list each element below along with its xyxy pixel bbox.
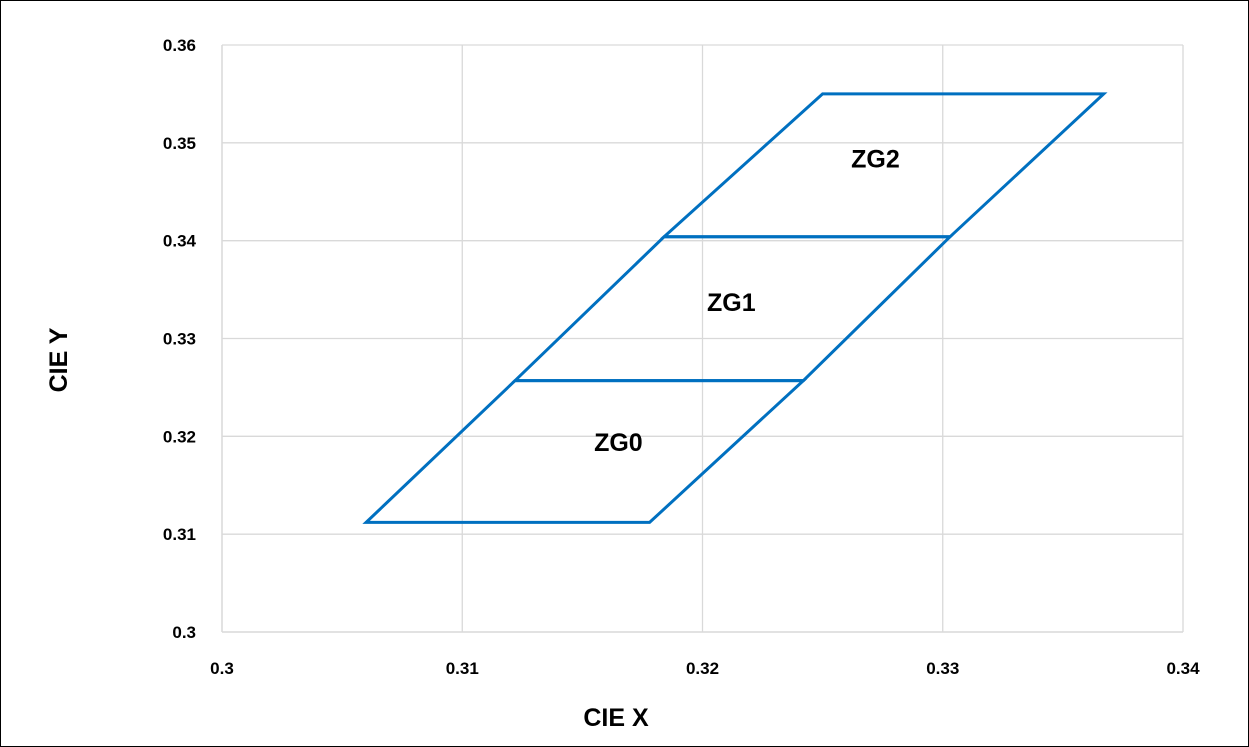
region-zg2-label: ZG2 — [851, 145, 900, 173]
x-axis-title: CIE X — [583, 704, 649, 732]
y-tick-label: 0.31 — [163, 525, 196, 544]
x-tick-label: 0.31 — [446, 659, 479, 678]
x-tick-label: 0.34 — [1166, 659, 1200, 678]
y-tick-label: 0.34 — [163, 232, 197, 251]
y-tick-label: 0.32 — [163, 427, 196, 446]
region-zg1-label: ZG1 — [707, 289, 756, 317]
x-tick-label: 0.33 — [926, 659, 959, 678]
region-zg0-label: ZG0 — [594, 429, 643, 457]
y-tick-label: 0.35 — [163, 134, 196, 153]
y-tick-label: 0.33 — [163, 330, 196, 349]
x-tick-label: 0.32 — [686, 659, 719, 678]
tick-label-layer: 0.3 0.31 0.32 0.33 0.34 0.3 0.31 0.32 0.33 0.34 0.… — [163, 36, 1200, 678]
grid-layer — [222, 45, 1183, 632]
y-axis-title: CIE Y — [45, 327, 73, 392]
y-tick-label: 0.3 — [172, 623, 196, 642]
region-label-layer: ZG0 ZG1 ZG2 — [594, 145, 900, 457]
region-zg0-outline — [366, 381, 803, 523]
x-tick-label: 0.3 — [210, 659, 234, 678]
y-tick-label: 0.36 — [163, 36, 196, 55]
